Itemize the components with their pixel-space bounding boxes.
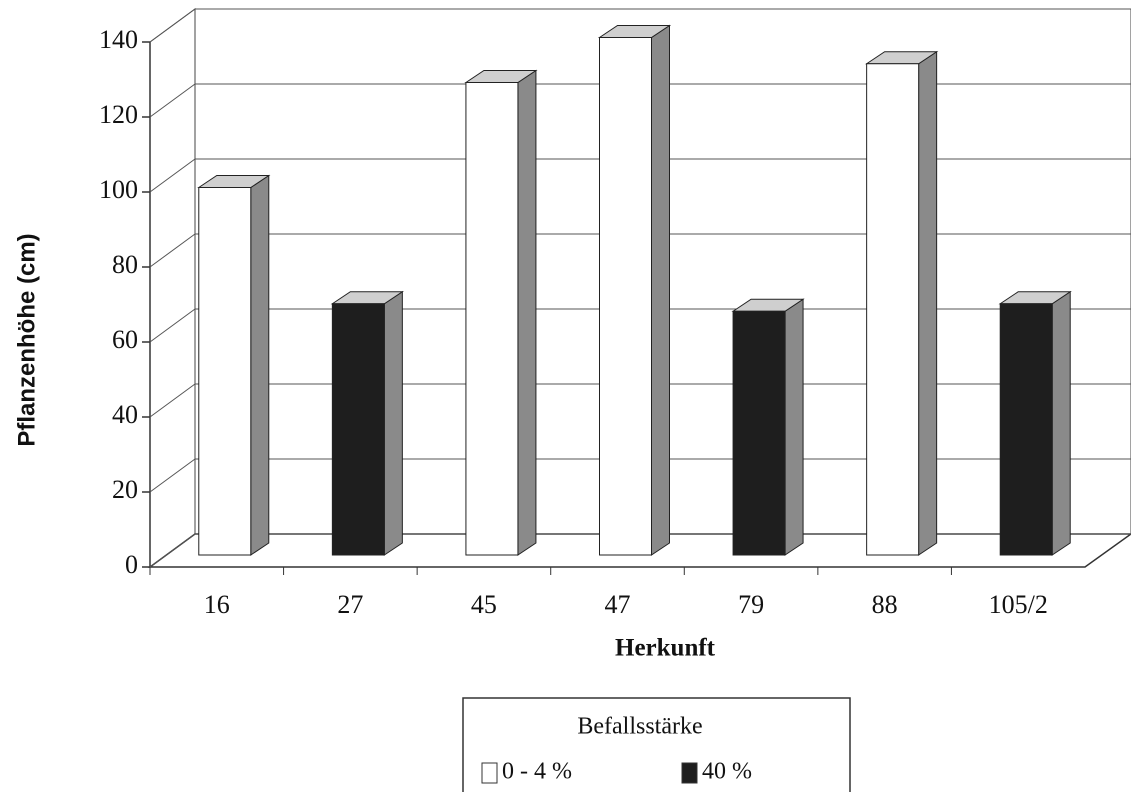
y-tick-label: 0 — [125, 550, 138, 579]
bar-side — [250, 174, 270, 556]
grid-line — [149, 458, 196, 493]
bar — [331, 303, 385, 556]
x-tick-label: 16 — [204, 590, 230, 619]
y-tick-label: 100 — [99, 175, 138, 204]
bar-side — [383, 290, 403, 556]
grid-line — [149, 233, 196, 268]
grid-line — [149, 83, 196, 118]
x-tick-label: 105/2 — [989, 590, 1048, 619]
grid-line — [149, 308, 196, 343]
bar-side — [784, 298, 804, 556]
x-axis-title: Herkunft — [615, 635, 716, 662]
legend-label: 0 - 4 % — [502, 759, 572, 785]
legend-swatch — [681, 762, 698, 784]
x-tick-label: 45 — [471, 590, 497, 619]
bar — [732, 310, 786, 556]
grid-line — [149, 533, 196, 568]
grid-line — [149, 8, 196, 43]
y-tick-label: 20 — [112, 475, 138, 504]
left-wall — [149, 8, 196, 568]
x-tick-label: 88 — [872, 590, 898, 619]
y-tick-label: 40 — [112, 400, 138, 429]
x-tick-label: 79 — [738, 590, 764, 619]
x-tick-label: 47 — [605, 590, 631, 619]
legend-box — [462, 697, 851, 792]
y-tick-label: 80 — [112, 250, 138, 279]
bar — [599, 37, 652, 556]
bar-side — [517, 69, 537, 556]
bar — [999, 303, 1053, 556]
y-axis-title: Pflanzenhöhe (cm) — [13, 233, 40, 446]
y-tick-label: 60 — [112, 325, 138, 354]
bar — [198, 187, 252, 556]
legend-swatch — [481, 762, 498, 784]
bar-side — [651, 24, 670, 556]
y-tick-label: 140 — [99, 25, 138, 54]
bar — [866, 63, 920, 556]
legend-label: 40 % — [702, 759, 752, 785]
bar — [465, 82, 519, 556]
bar-side — [918, 50, 938, 556]
bar-side — [1051, 290, 1071, 556]
x-tick-label: 27 — [337, 590, 363, 619]
grid-line — [149, 383, 196, 418]
grid-line — [149, 158, 196, 193]
legend-title: Befallsstärke — [577, 714, 702, 740]
y-tick-label: 120 — [99, 100, 138, 129]
